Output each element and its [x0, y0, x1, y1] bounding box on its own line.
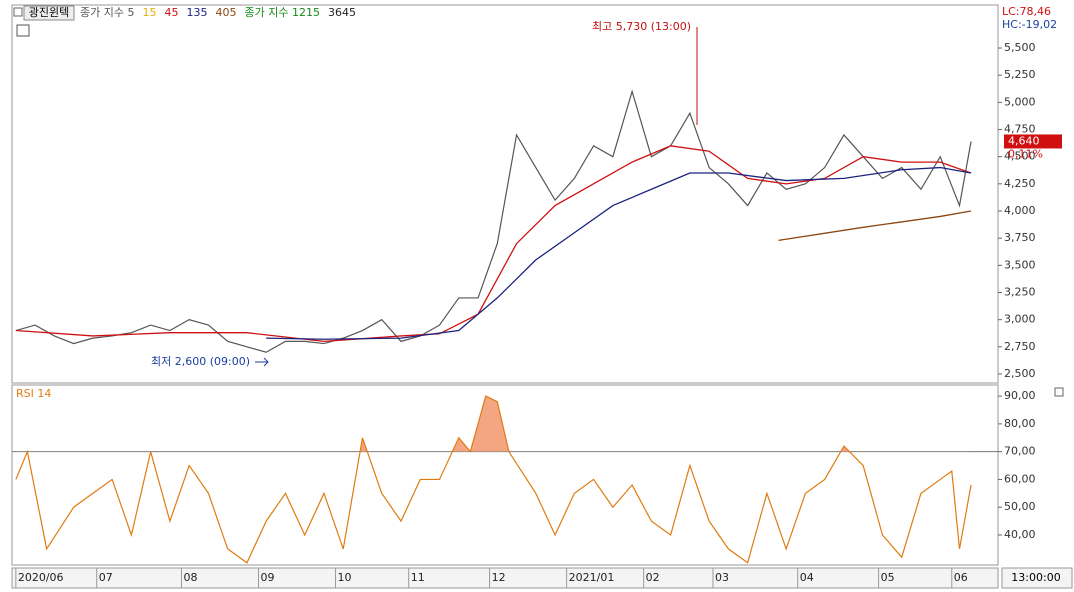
- grid-icon[interactable]: [16, 24, 30, 37]
- x-tick-label: 2021/01: [569, 571, 615, 584]
- x-tick-label: 11: [411, 571, 425, 584]
- x-tick-label: 09: [261, 571, 275, 584]
- x-tick-label: 07: [99, 571, 113, 584]
- x-tick-label: 2020/06: [18, 571, 64, 584]
- x-tick-label: 08: [183, 571, 197, 584]
- price-tag-label: 4,640: [1008, 134, 1040, 147]
- legend-entry: 종가 지수 5: [80, 6, 134, 19]
- rsi-frame: [11, 384, 999, 566]
- series-line: [15, 89, 972, 353]
- hc-label: HC:-19,02: [1002, 18, 1057, 31]
- y-tick-label: 5,500: [1004, 41, 1036, 54]
- panel-title: RSI 14: [16, 387, 51, 400]
- legend-entry: 45: [164, 6, 178, 19]
- y-tick-label: 70,00: [1004, 445, 1036, 458]
- series-line: [266, 166, 972, 340]
- y-tick-label: 3,250: [1004, 285, 1036, 298]
- series-line: [778, 210, 972, 241]
- y-tick-label: 5,000: [1004, 95, 1036, 108]
- y-tick-label: 3,750: [1004, 231, 1036, 244]
- y-tick-label: 40,00: [1004, 528, 1036, 541]
- y-tick-label: 90,00: [1004, 389, 1036, 402]
- x-tick-label: 12: [492, 571, 506, 584]
- y-tick-label: 5,250: [1004, 68, 1036, 81]
- legend-entry: 15: [142, 6, 156, 19]
- checkbox[interactable]: [13, 7, 23, 17]
- stock-box[interactable]: [23, 5, 75, 21]
- series-line: [15, 145, 972, 343]
- change-label: 0,11%: [1008, 147, 1043, 160]
- x-tick-label: 05: [881, 571, 895, 584]
- legend-entry: 405: [215, 6, 236, 19]
- y-tick-label: 2,500: [1004, 367, 1036, 380]
- x-tick-label: 02: [646, 571, 660, 584]
- lc-label: LC:78,46: [1002, 5, 1051, 18]
- panel-button[interactable]: [1054, 387, 1064, 397]
- low-annotation: 최저 2,600 (09:00): [151, 355, 250, 368]
- high-annotation: 최고 5,730 (13:00): [592, 20, 691, 33]
- x-tick-label: 04: [800, 571, 814, 584]
- low-arrow: [255, 357, 269, 367]
- y-tick-label: 50,00: [1004, 500, 1036, 513]
- y-tick-label: 4,000: [1004, 204, 1036, 217]
- legend-entry: 종가 지수 1215: [244, 6, 319, 19]
- x-tick-label: 03: [715, 571, 729, 584]
- x-tick-label: 10: [338, 571, 352, 584]
- time-strip: [1001, 567, 1073, 589]
- y-tick-label: 4,750: [1004, 123, 1036, 136]
- price-tag: [1004, 134, 1062, 149]
- time-label: 13:00:00: [1011, 571, 1060, 584]
- y-tick-label: 60,00: [1004, 472, 1036, 485]
- legend-entry: 3645: [328, 6, 356, 19]
- x-tick-label: 06: [954, 571, 968, 584]
- y-tick-label: 4,500: [1004, 150, 1036, 163]
- stock-name: 광진윈텍: [29, 5, 69, 19]
- y-tick-label: 2,750: [1004, 340, 1036, 353]
- legend-entry: 135: [186, 6, 207, 19]
- overbought-area: [15, 396, 972, 452]
- y-tick-label: 4,250: [1004, 177, 1036, 190]
- price-frame: [11, 4, 999, 384]
- series-line: [15, 395, 972, 564]
- y-tick-label: 3,500: [1004, 258, 1036, 271]
- y-tick-label: 3,000: [1004, 313, 1036, 326]
- y-tick-label: 80,00: [1004, 417, 1036, 430]
